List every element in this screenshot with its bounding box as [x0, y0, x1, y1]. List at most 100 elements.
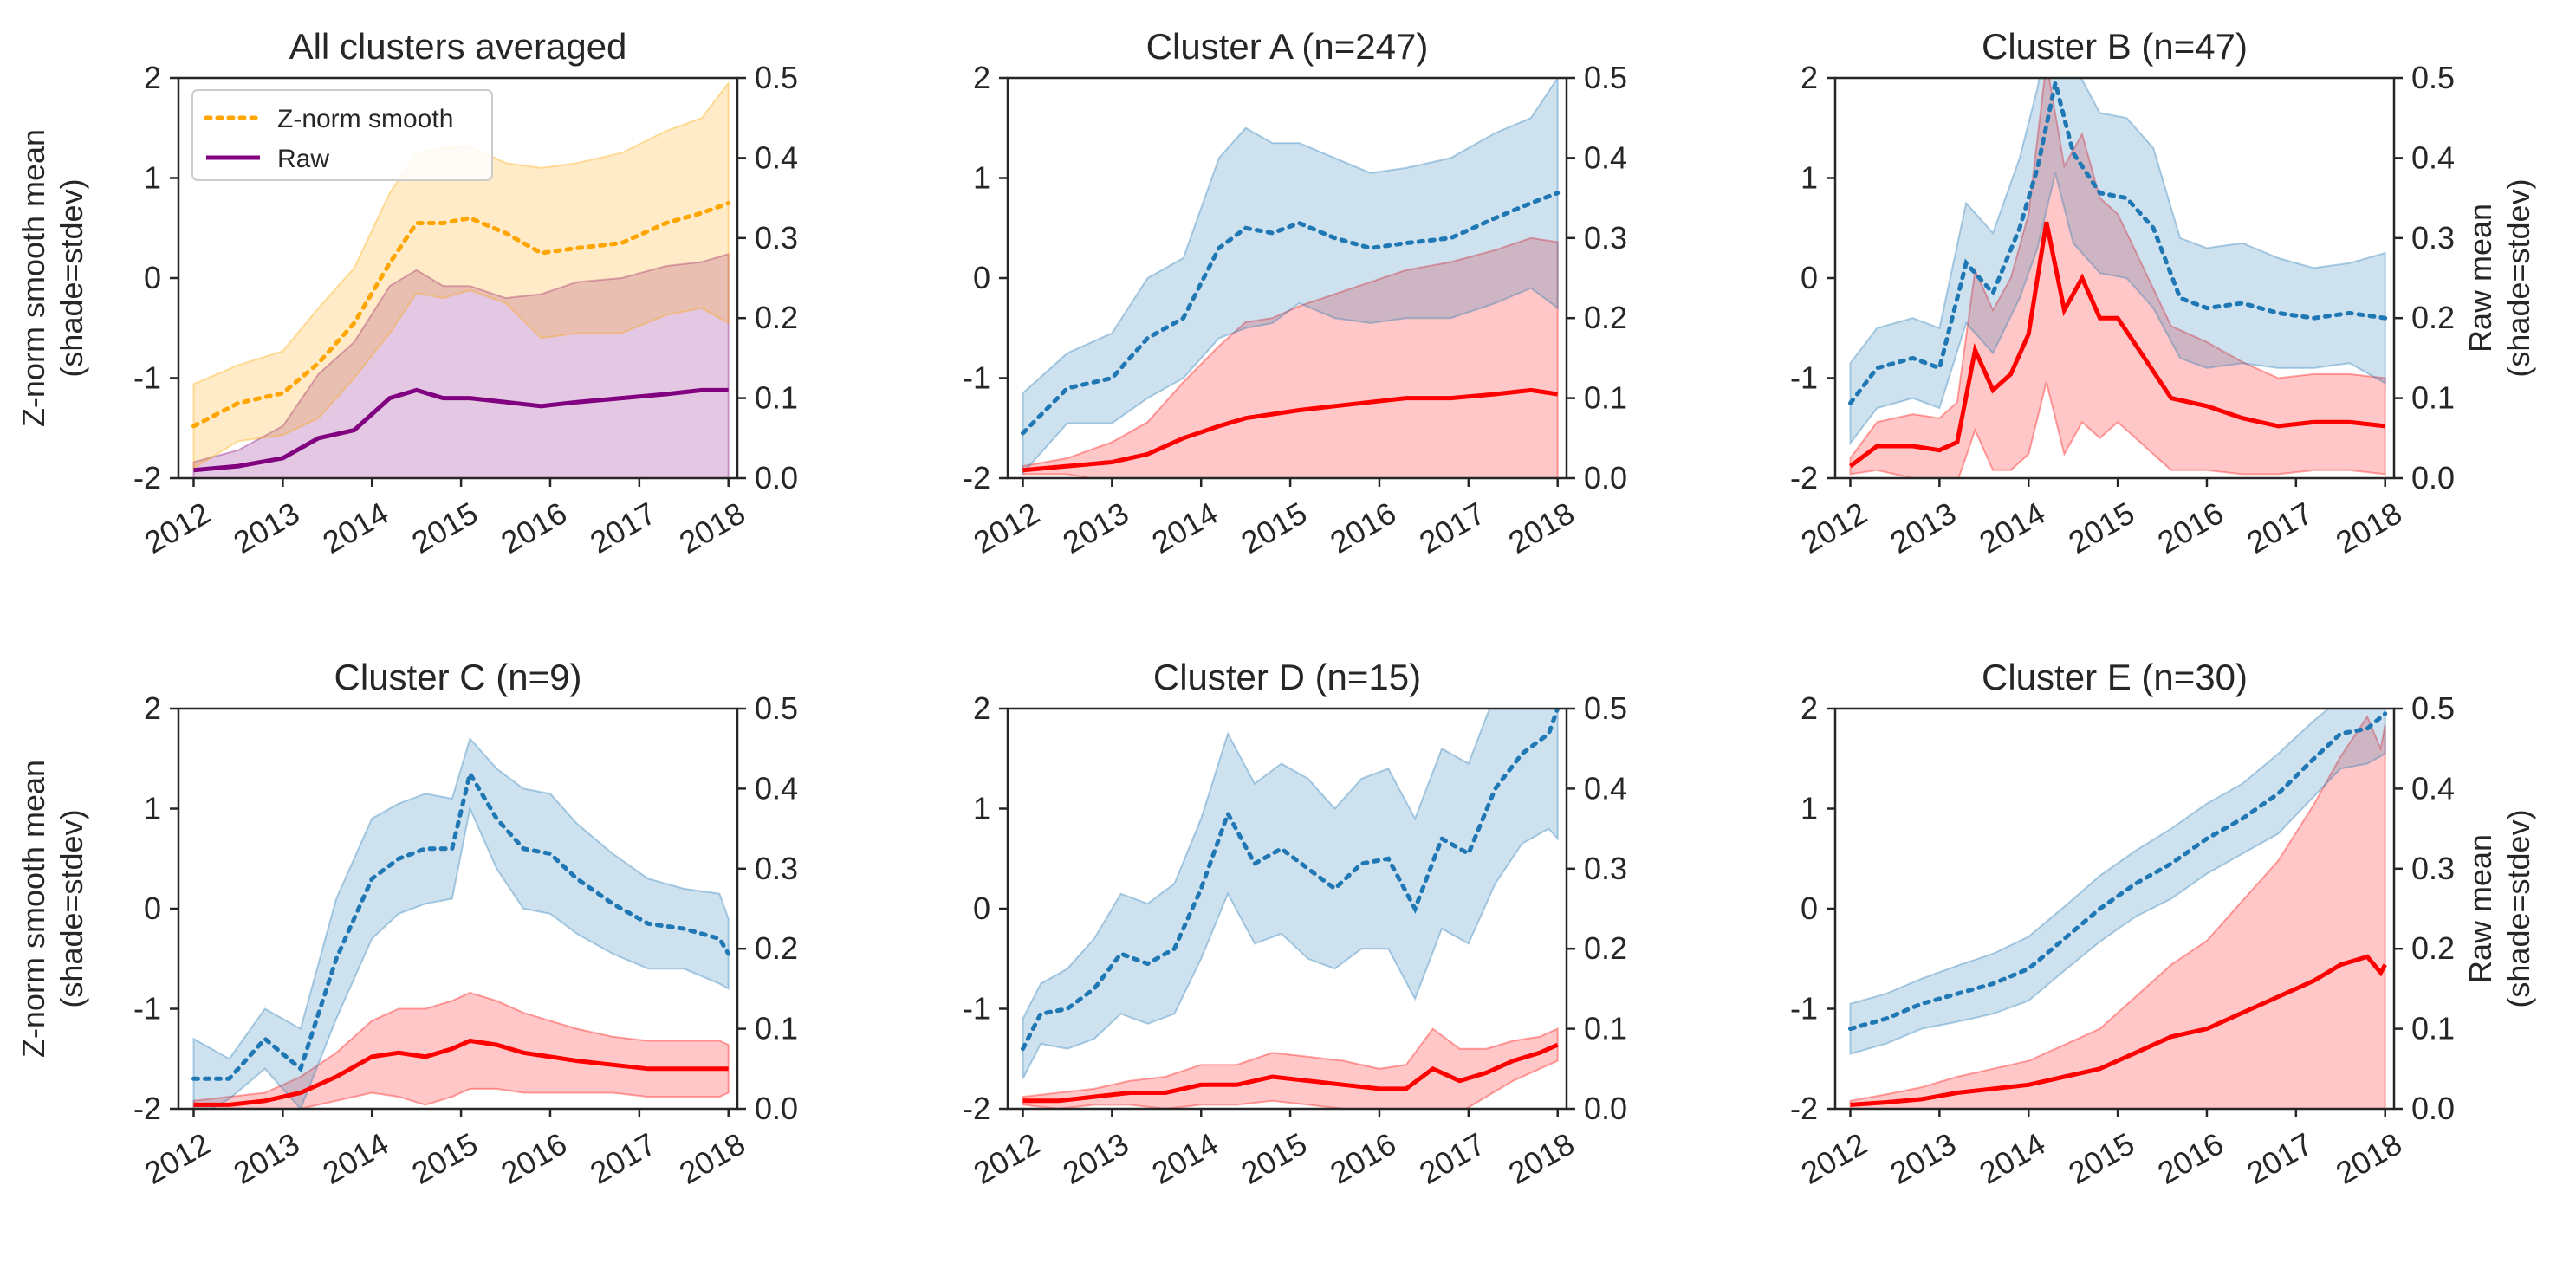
plot-area: [1848, 709, 2388, 1109]
y2-tick-label: 0.5: [1584, 690, 1627, 726]
plot-area: [1848, 78, 2388, 478]
y-tick-label: 2: [973, 690, 990, 726]
y2-tick-label: 0.1: [1584, 380, 1627, 416]
y2-tick-label: 0.0: [755, 1091, 798, 1126]
raw-stdev-band: [192, 252, 730, 478]
y-tick-label: -1: [963, 991, 990, 1027]
y-tick-label: -1: [133, 360, 161, 396]
y-tick-label: 0: [144, 891, 161, 926]
y-tick-label: 0: [1801, 260, 1818, 295]
legend: Z-norm smooth Raw: [191, 89, 493, 181]
smooth-stdev-band: [1849, 78, 2386, 446]
smooth-stdev-band: [1849, 709, 2386, 1055]
y-tick-label: 2: [1801, 60, 1818, 95]
y-tick-label: 0: [973, 260, 990, 295]
y2-tick-label: 0.3: [1584, 851, 1627, 886]
y2-tick-label: 0.1: [755, 1011, 798, 1046]
right-axis-label-line1: Raw mean: [2462, 834, 2498, 983]
y-tick-label: 1: [973, 160, 990, 196]
y2-tick-label: 0.4: [755, 139, 798, 175]
y-tick-label: 1: [1801, 791, 1818, 826]
left-axis-label-line1: Z-norm smooth mean: [16, 760, 51, 1058]
y-tick-label: 2: [144, 60, 161, 95]
raw-series-line: [1022, 387, 1559, 473]
plot-area: [191, 736, 731, 1109]
smooth-series-line: [191, 200, 731, 429]
y2-tick-label: 0.3: [1584, 220, 1627, 256]
right-axis-label-line2: (shade=stdev): [2501, 809, 2536, 1007]
smooth-series-line: [1021, 709, 1561, 1052]
left-axis-label-line2: (shade=stdev): [54, 178, 89, 377]
y-tick-label: -2: [1790, 1091, 1818, 1126]
y-tick-label: -2: [1790, 460, 1818, 496]
y2-tick-label: 0.0: [755, 460, 798, 496]
y2-tick-label: 0.3: [755, 220, 798, 256]
raw-stdev-band: [1022, 236, 1559, 478]
y-tick-label: -2: [963, 460, 990, 496]
legend-smooth-label: Z-norm smooth: [277, 105, 453, 133]
legend-raw-label: Raw: [277, 145, 329, 173]
raw-series-line: [193, 1038, 729, 1107]
legend-box: [191, 89, 493, 181]
y2-tick-label: 0.4: [1584, 139, 1627, 175]
y2-tick-label: 0.1: [2411, 1011, 2455, 1046]
y-tick-label: 0: [1801, 891, 1818, 926]
y2-tick-label: 0.4: [755, 770, 798, 806]
left-axis-label: Z-norm smooth mean (shade=stdev): [16, 760, 89, 1058]
smooth-stdev-band: [1022, 78, 1559, 476]
right-axis-label-line2: (shade=stdev): [2501, 178, 2536, 377]
y2-tick-label: 0.5: [2411, 690, 2455, 726]
y-tick-label: 0: [144, 260, 161, 295]
y2-tick-label: 0.5: [2411, 60, 2455, 95]
y2-tick-label: 0.2: [755, 930, 798, 966]
y2-tick-label: 0.5: [755, 690, 798, 726]
plot-area: [1021, 709, 1561, 1109]
y-tick-label: 2: [1801, 690, 1818, 726]
y2-tick-label: 0.5: [1584, 60, 1627, 95]
panel-title: Cluster C (n=9): [334, 657, 582, 697]
smooth-series-line: [1848, 711, 2388, 1032]
smooth-stdev-band: [1022, 709, 1559, 1079]
left-axis-label-line2: (shade=stdev): [54, 809, 89, 1007]
y-tick-label: 2: [973, 60, 990, 95]
y-tick-label: 2: [144, 690, 161, 726]
panel-title: All clusters averaged: [289, 26, 627, 67]
raw-stdev-band: [1849, 78, 2386, 478]
y-tick-label: -1: [1790, 991, 1818, 1027]
smooth-series-line: [1848, 82, 2388, 405]
y2-tick-label: 0.0: [1584, 460, 1627, 496]
y2-tick-label: 0.4: [1584, 770, 1627, 806]
y2-tick-label: 0.1: [755, 380, 798, 416]
raw-series-line: [1849, 221, 2385, 469]
y-tick-label: 1: [144, 160, 161, 196]
plot-area: [191, 80, 731, 478]
y-tick-label: -1: [963, 360, 990, 396]
y-tick-label: -1: [133, 991, 161, 1027]
y2-tick-label: 0.2: [1584, 300, 1627, 335]
y2-tick-label: 0.3: [2411, 220, 2455, 256]
y-tick-label: -2: [133, 1091, 161, 1126]
panel-title: Cluster D (n=15): [1153, 657, 1421, 697]
y2-tick-label: 0.2: [755, 300, 798, 335]
y-tick-label: -1: [1790, 360, 1818, 396]
y-tick-label: 1: [973, 791, 990, 826]
y2-tick-label: 0.4: [2411, 139, 2455, 175]
smooth-series-line: [191, 768, 731, 1081]
y2-tick-label: 0.0: [2411, 460, 2455, 496]
smooth-series-line: [1021, 191, 1561, 436]
smooth-stdev-band: [192, 736, 730, 1109]
left-axis-label-line1: Z-norm smooth mean: [16, 129, 51, 427]
y2-tick-label: 0.2: [1584, 930, 1627, 966]
y2-tick-label: 0.1: [2411, 380, 2455, 416]
y2-tick-label: 0.2: [2411, 300, 2455, 335]
right-axis-label-line1: Raw mean: [2462, 204, 2498, 353]
y2-tick-label: 0.3: [2411, 851, 2455, 886]
raw-stdev-band: [1022, 1027, 1559, 1109]
right-axis-label: Raw mean (shade=stdev): [2462, 809, 2536, 1007]
raw-series-line: [1022, 1042, 1559, 1104]
raw-series-line: [193, 387, 729, 473]
y2-tick-label: 0.4: [2411, 770, 2455, 806]
